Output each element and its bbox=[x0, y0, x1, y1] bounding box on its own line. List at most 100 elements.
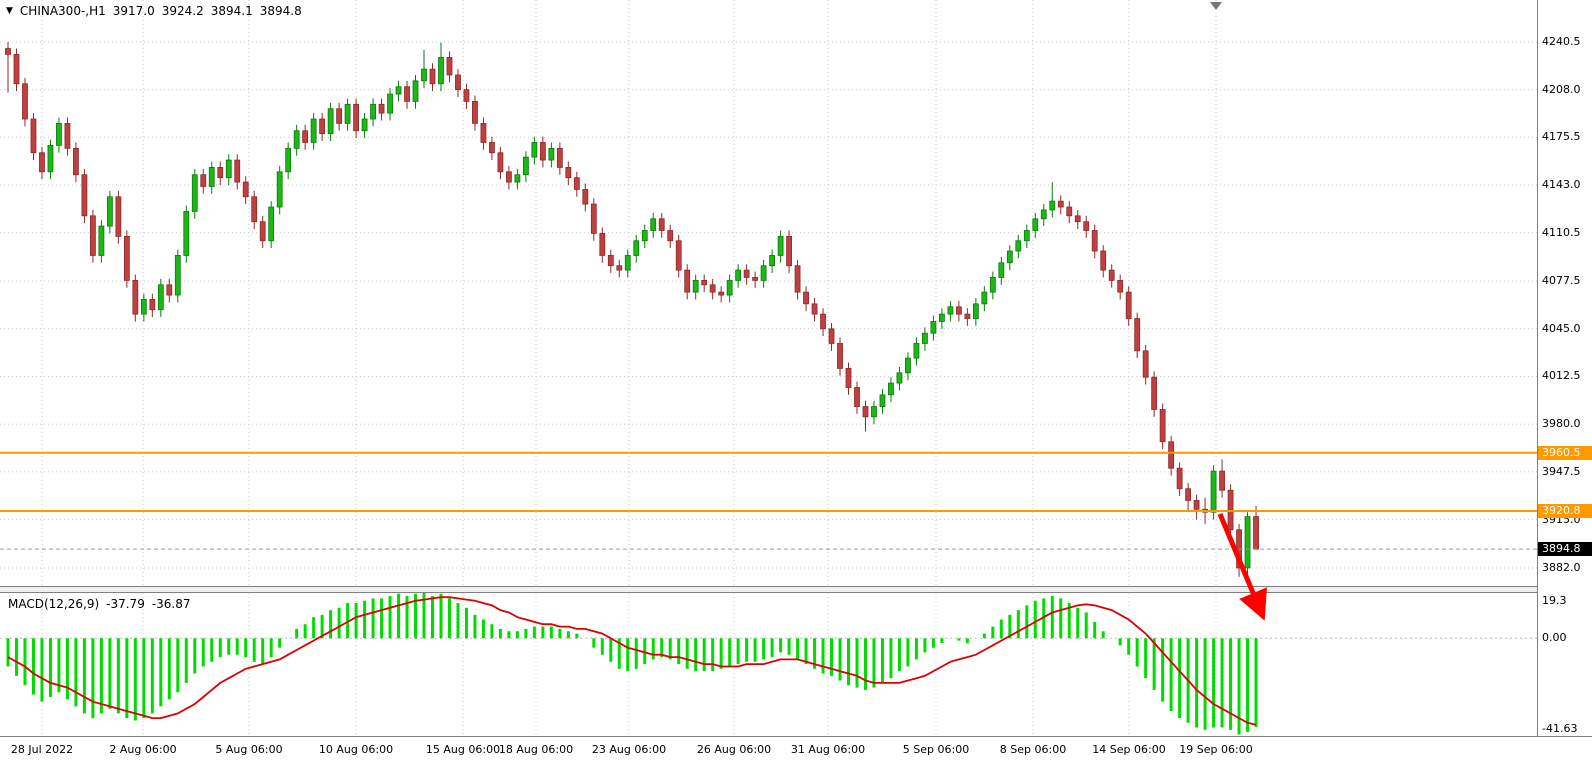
price-tick-label: 3882.0 bbox=[1542, 560, 1581, 574]
symbol-quote-label: ▼ CHINA300-,H1 3917.0 3924.2 3894.1 3894… bbox=[6, 4, 302, 18]
candle-up bbox=[939, 313, 945, 322]
time-tick-label: 23 Aug 06:00 bbox=[591, 743, 667, 756]
candle-down bbox=[684, 269, 691, 293]
candle-up bbox=[412, 80, 419, 102]
candle-up bbox=[208, 167, 215, 187]
candle-down bbox=[166, 284, 173, 296]
macd-tick-label: 19.3 bbox=[1542, 594, 1567, 607]
candle-up bbox=[225, 159, 232, 179]
candle-down bbox=[743, 269, 750, 278]
symbol-dropdown-icon[interactable]: ▼ bbox=[6, 6, 13, 16]
price-axis[interactable]: 4240.5 4208.0 4175.5 4143.0 4110.5 4077.5 4045… bbox=[1537, 0, 1592, 772]
candle-up bbox=[522, 156, 529, 176]
candle-up bbox=[421, 68, 427, 82]
candle-down bbox=[489, 142, 495, 154]
candle-down bbox=[539, 142, 546, 161]
candle-up bbox=[56, 122, 62, 146]
price-tick-label: 4012.5 bbox=[1542, 369, 1581, 383]
price-tick-label: 3980.0 bbox=[1542, 417, 1581, 431]
time-tick-label: 8 Sep 06:00 bbox=[999, 743, 1067, 756]
candle-down bbox=[820, 313, 826, 330]
candle-up bbox=[310, 118, 317, 143]
candle-down bbox=[565, 167, 572, 179]
candle-down bbox=[616, 265, 623, 271]
candle-down bbox=[5, 48, 11, 55]
candle-down bbox=[718, 291, 725, 296]
macd-chart-canvas[interactable] bbox=[0, 593, 1537, 736]
candle-down bbox=[1091, 230, 1098, 252]
candle-down bbox=[336, 108, 343, 124]
candle-down bbox=[353, 103, 359, 132]
candle-down bbox=[1134, 318, 1141, 352]
candle-up bbox=[140, 299, 147, 315]
candle-up bbox=[395, 86, 402, 95]
candle-down bbox=[1083, 221, 1090, 231]
candle-up bbox=[905, 357, 911, 374]
macd-panel[interactable] bbox=[0, 593, 1537, 736]
time-tick-label: 31 Aug 06:00 bbox=[790, 743, 866, 756]
candle-down bbox=[30, 118, 37, 154]
macd-main-value: -37.79 bbox=[106, 597, 145, 611]
candle-down bbox=[1227, 489, 1234, 531]
candle-up bbox=[777, 235, 784, 256]
candle-down bbox=[39, 152, 45, 173]
price-tick-label: 4110.5 bbox=[1542, 225, 1581, 239]
macd-signal-line bbox=[7, 596, 1257, 726]
candle-down bbox=[497, 152, 504, 173]
chart-shift-marker-icon[interactable] bbox=[1210, 2, 1222, 10]
price-tick-label: 4143.0 bbox=[1542, 178, 1581, 191]
candle-up bbox=[183, 211, 190, 256]
time-tick-label: 5 Sep 06:00 bbox=[902, 743, 970, 756]
macd-tick-label: 0.00 bbox=[1542, 631, 1567, 645]
candle-up bbox=[871, 406, 877, 418]
time-tick-label: 15 Aug 06:00 bbox=[425, 743, 501, 756]
candle-up bbox=[268, 206, 275, 242]
candle-down bbox=[556, 147, 563, 168]
bid-price-tag: 3894.8 bbox=[1538, 542, 1592, 557]
quote-high: 3924.2 bbox=[161, 4, 204, 18]
candle-up bbox=[361, 118, 368, 132]
candle-down bbox=[319, 118, 326, 135]
macd-tick-label: -41.63 bbox=[1542, 722, 1578, 735]
price-chart-panel[interactable] bbox=[0, 0, 1537, 586]
candle-down bbox=[404, 86, 410, 102]
price-tick-label: 4045.0 bbox=[1542, 321, 1581, 335]
candle-up bbox=[285, 147, 292, 173]
candle-up bbox=[624, 255, 631, 271]
candle-up bbox=[106, 196, 113, 227]
macd-indicator-label: MACD(12,26,9) -37.79 -36.87 bbox=[8, 597, 191, 611]
candle-down bbox=[845, 368, 852, 388]
candle-down bbox=[667, 230, 674, 242]
candle-down bbox=[1142, 350, 1149, 378]
candle-down bbox=[964, 313, 971, 319]
candle-down bbox=[709, 284, 716, 293]
candle-up bbox=[1032, 218, 1039, 231]
candle-down bbox=[811, 303, 818, 315]
candle-down bbox=[149, 299, 156, 311]
price-chart-canvas[interactable] bbox=[0, 0, 1537, 586]
candle-down bbox=[22, 83, 28, 120]
symbol-timeframe: CHINA300-,H1 bbox=[19, 4, 106, 18]
candle-up bbox=[1049, 200, 1056, 211]
candle-down bbox=[1066, 206, 1073, 217]
candle-down bbox=[123, 235, 130, 281]
candle-down bbox=[1125, 291, 1132, 319]
candle-up bbox=[344, 103, 351, 124]
time-axis[interactable]: 28 Jul 2022 2 Aug 06:00 5 Aug 06:00 10 Aug … bbox=[0, 736, 1592, 772]
candle-down bbox=[837, 343, 843, 369]
candle-down bbox=[242, 181, 249, 198]
candle-down bbox=[752, 277, 759, 281]
candle-down bbox=[1185, 488, 1192, 501]
candle-up bbox=[641, 230, 648, 242]
candle-down bbox=[506, 171, 512, 183]
candle-down bbox=[480, 122, 487, 143]
candle-down bbox=[1074, 215, 1081, 223]
candle-down bbox=[217, 167, 224, 179]
candle-up bbox=[692, 279, 699, 293]
candle-down bbox=[701, 279, 708, 286]
candle-up bbox=[735, 269, 742, 281]
panel-splitter[interactable] bbox=[0, 586, 1537, 593]
candle-up bbox=[174, 255, 181, 296]
candle-down bbox=[1193, 500, 1200, 510]
